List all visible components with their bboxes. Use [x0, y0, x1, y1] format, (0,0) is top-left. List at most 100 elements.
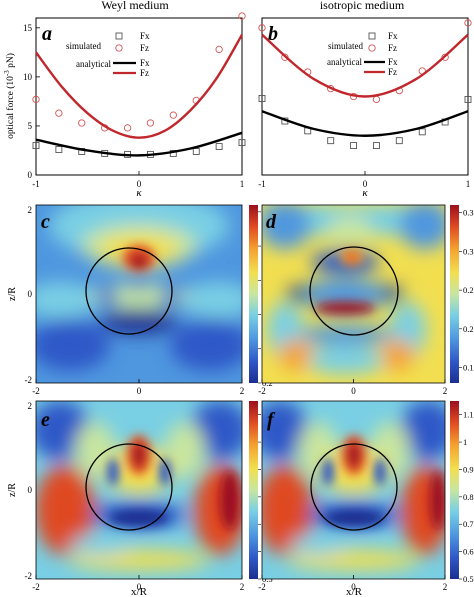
x-tick-label: 2: [443, 582, 448, 592]
sphere-outline-c: [85, 247, 173, 335]
y-tick-label: 0: [28, 485, 33, 495]
y-tick-label: 15: [23, 23, 33, 33]
legend-b-fz-sim-marker: [368, 44, 376, 52]
fz-simulated-point: [32, 95, 40, 104]
fx-simulated-point: [215, 143, 223, 150]
panel-b-letter: b: [268, 23, 278, 45]
fx-simulated-point: [32, 142, 40, 150]
panel-f-letter: f: [267, 409, 276, 431]
legend-b-simulated-label: simulated: [328, 41, 363, 51]
sphere-outline-f: [310, 443, 398, 531]
fx-simulated-point: [192, 147, 200, 155]
fx-simulated-point: [395, 137, 403, 145]
x-tick-label: 2: [443, 386, 448, 396]
panel-b: -1 0 1 b κ simulated Fx Fz analytical Fx F…: [258, 17, 472, 199]
fz-simulated-point: [55, 109, 63, 117]
fx-simulated-point: [372, 142, 380, 150]
x-tick-label: 0: [137, 582, 142, 592]
legend-b-analytical-label: analytical: [327, 57, 362, 67]
panel-d: d -2 0 2 0.35 0.3 0.25 0.2 0.15: [258, 204, 474, 396]
heatmap-c: [36, 205, 242, 383]
colorbar-tick-label: 0.7: [463, 519, 474, 529]
y-tick-label: -2: [25, 375, 33, 385]
colorbar-tick-label: 0.8: [463, 492, 474, 502]
y-tick-label: 10: [23, 72, 33, 82]
panel-b-xlabel: κ: [362, 187, 368, 199]
heatmap-e: [36, 401, 242, 579]
fx-simulated-point: [350, 142, 358, 150]
colorbar-c: [249, 205, 258, 383]
panel-a-ylabel: optical force (10-3 pN): [3, 53, 16, 139]
legend-fx-sim-marker: [115, 32, 123, 40]
panel-e-letter: e: [41, 409, 50, 431]
legend-analytical-label: analytical: [76, 59, 111, 69]
fx-analytical-line: [35, 131, 243, 157]
colorbar-tick-label: 0.9: [463, 464, 474, 474]
x-tick-label: -1: [32, 179, 40, 189]
colorbar-tick-label: 0.35: [463, 208, 474, 218]
panel-b-legend: simulated Fx Fz analytical Fx Fz: [327, 31, 398, 77]
colorbar-f: [450, 401, 459, 579]
panel-e-xlabel: x/R: [131, 586, 148, 597]
colorbar-tick-label: 0.3: [463, 246, 474, 256]
panel-d-ticks: -2 0 2 0.35 0.3 0.25 0.2 0.15: [258, 208, 474, 396]
x-tick-label: 0: [351, 386, 356, 396]
panel-a-letter: a: [42, 23, 52, 45]
x-tick-label: -2: [258, 582, 266, 592]
column-title-weyl: Weyl medium: [101, 0, 169, 12]
legend-b-fz-ana-label: Fz: [388, 67, 397, 77]
panel-c-ylabel: z/R: [7, 287, 18, 301]
x-tick-label: 1: [466, 179, 471, 189]
fx-simulated-point: [258, 95, 266, 102]
panel-a-xlabel: κ: [136, 187, 142, 199]
x-tick-label: 2: [240, 386, 245, 396]
legend-fz-ana-label: Fz: [140, 68, 149, 78]
fz-analytical-line: [261, 33, 469, 98]
fz-simulated-point: [215, 45, 223, 54]
y-tick-label: 0: [28, 289, 33, 299]
colorbar-d: [450, 205, 459, 383]
fx-simulated-point: [55, 146, 63, 153]
x-tick-label: -2: [32, 386, 40, 396]
x-tick-label: -2: [258, 386, 266, 396]
colorbar-tick-label: 0.6: [463, 547, 474, 557]
fx-simulated-point: [238, 139, 246, 147]
panel-c-letter: c: [41, 211, 50, 233]
panel-e-ylabel: z/R: [7, 483, 18, 497]
legend-b-fx-sim-label: Fx: [388, 31, 398, 41]
colorbar-tick-label: 0.15: [463, 363, 474, 373]
panel-a-legend: simulated Fx Fz analytical Fx Fz: [66, 31, 150, 78]
y-tick-label: 2: [28, 401, 33, 411]
panel-a-marks: [32, 12, 246, 158]
sphere-outline-e: [85, 443, 173, 531]
panel-d-letter: d: [266, 211, 277, 233]
heatmap-f: [262, 401, 445, 579]
x-tick-label: 0: [363, 179, 368, 189]
legend-b-fx-sim-marker: [368, 32, 376, 40]
panel-f-xlabel: x/R: [346, 586, 363, 597]
colorbar-e: [249, 401, 258, 579]
fz-simulated-point: [169, 111, 177, 119]
x-tick-label: 0: [137, 179, 142, 189]
column-title-isotropic: isotropic medium: [320, 0, 405, 12]
legend-fx-ana-label: Fx: [140, 58, 150, 68]
fz-simulated-point: [123, 124, 132, 132]
x-tick-label: -2: [32, 582, 40, 592]
legend-fz-sim-marker: [115, 44, 123, 52]
legend-fz-sim-label: Fz: [140, 43, 149, 53]
legend-b-fz-sim-label: Fz: [388, 43, 397, 53]
x-tick-label: 1: [240, 179, 245, 189]
x-tick-label: 0: [351, 582, 356, 592]
fz-simulated-point: [146, 119, 155, 127]
y-tick-label: 5: [28, 121, 33, 131]
fz-simulated-point: [238, 12, 246, 20]
heatmap-d: [262, 205, 445, 383]
fz-simulated-point: [464, 19, 472, 27]
fx-simulated-point: [327, 137, 335, 145]
legend-simulated-label: simulated: [66, 41, 101, 51]
colorbar-tick-label: 0.2: [463, 324, 474, 334]
fz-analytical-line: [35, 34, 244, 139]
